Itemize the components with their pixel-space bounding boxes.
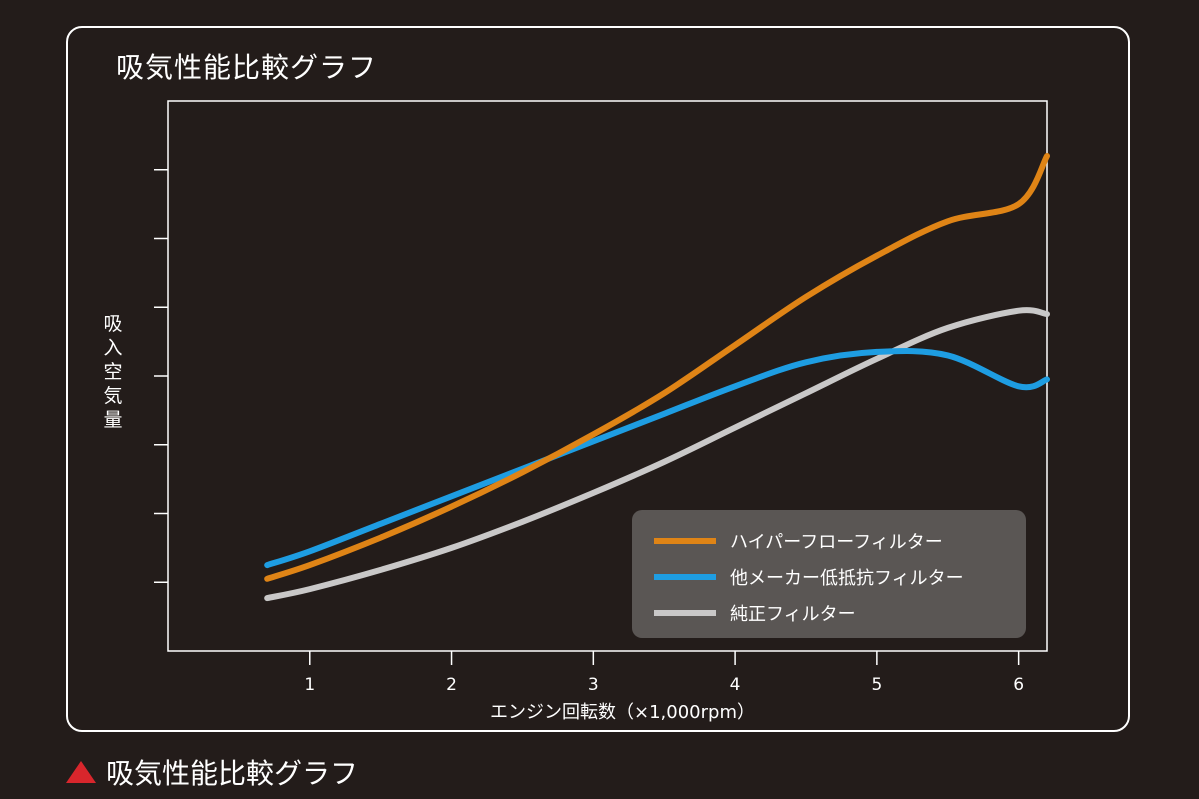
- caption-text: 吸気性能比較グラフ: [106, 757, 359, 790]
- legend-label-3: 純正フィルター: [730, 604, 856, 625]
- x-tick-label-2: 2: [446, 675, 457, 695]
- chart-panel: [66, 26, 1130, 732]
- legend-label-2: 他メーカー低抵抗フィルター: [730, 568, 964, 589]
- legend-box: [632, 510, 1026, 638]
- x-tick-label-3: 3: [588, 675, 599, 695]
- x-tick-label-4: 4: [730, 675, 741, 695]
- series-line-1: [264, 153, 1050, 582]
- legend-label-1: ハイパーフローフィルター: [730, 532, 943, 553]
- series-line-2: [264, 347, 1050, 569]
- y-axis-label: 吸入空気量: [103, 313, 122, 431]
- x-tick-label-6: 6: [1013, 675, 1024, 695]
- figure-caption: 吸気性能比較グラフ: [66, 752, 358, 792]
- x-tick-label-5: 5: [871, 675, 882, 695]
- chart-title: 吸気性能比較グラフ: [116, 51, 378, 84]
- x-tick-label-1: 1: [304, 675, 315, 695]
- x-axis-label: エンジン回転数（×1,000rpm）: [490, 702, 755, 723]
- triangle-icon: [66, 761, 96, 783]
- series-line-3: [264, 307, 1050, 602]
